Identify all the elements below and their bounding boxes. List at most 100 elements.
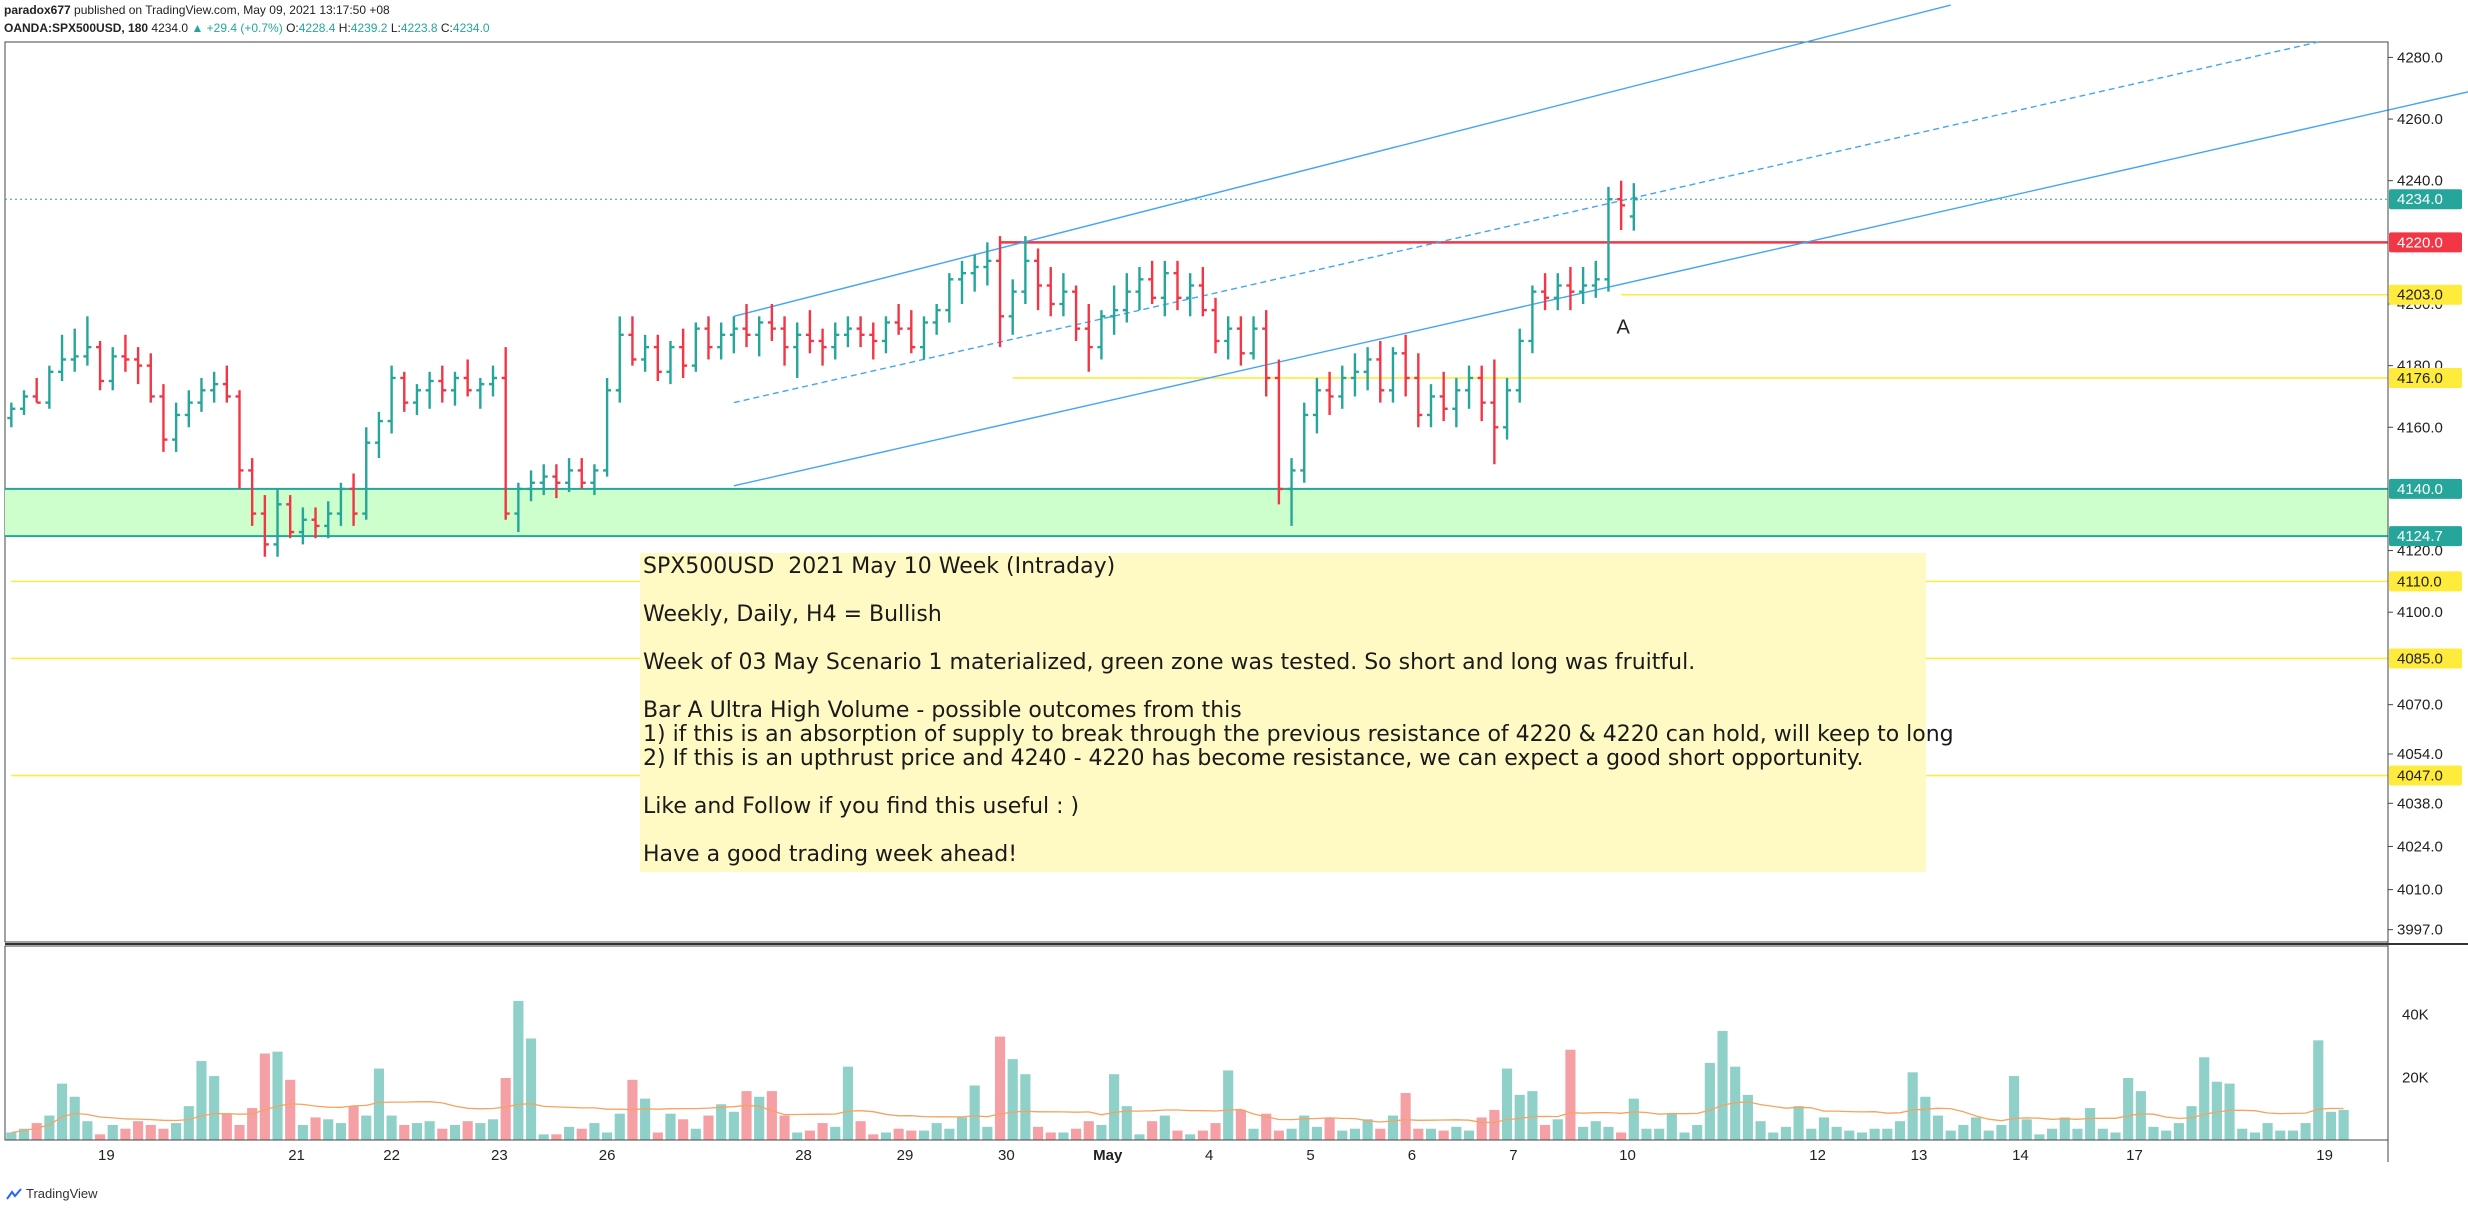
- note-line: Like and Follow if you find this useful …: [643, 794, 1080, 819]
- note-line: Weekly, Daily, H4 = Bullish: [643, 602, 942, 627]
- support-zone: [5, 488, 2388, 537]
- y-tick-label: 3997.0: [2397, 922, 2443, 939]
- volume-bar: [1907, 1072, 1918, 1140]
- ohlc-bar: [96, 340, 105, 391]
- volume-bar: [665, 1113, 676, 1140]
- volume-bar: [1844, 1130, 1855, 1140]
- volume-bar: [1945, 1130, 1956, 1140]
- volume-bar: [31, 1123, 42, 1140]
- volume-bar: [1387, 1115, 1399, 1140]
- ohlc-bar: [349, 473, 358, 526]
- y-tick-label: 4010.0: [2397, 882, 2443, 899]
- ohlc-bar: [1059, 273, 1068, 317]
- volume-pane: [4, 945, 2389, 1141]
- ohlc-bar: [1591, 260, 1600, 298]
- volume-bar: [2300, 1123, 2311, 1140]
- ohlc-bar: [7, 402, 16, 428]
- price-axis: 4280.04260.04240.04200.04180.04160.04120…: [2388, 49, 2462, 1086]
- ohlc-bar: [83, 316, 92, 366]
- volume-bar: [1235, 1109, 1246, 1140]
- volume-bar: [1768, 1132, 1779, 1140]
- x-tick-label: 26: [599, 1147, 616, 1164]
- volume-bar: [411, 1123, 423, 1140]
- ohlc-bar: [1224, 316, 1233, 360]
- volume-bar: [652, 1132, 663, 1140]
- x-tick-label: 30: [998, 1147, 1015, 1164]
- ohlc-bar: [222, 365, 231, 403]
- volume-bar: [1273, 1130, 1284, 1140]
- ohlc-bar: [159, 384, 168, 452]
- x-tick-label: 29: [897, 1147, 914, 1164]
- ohlc-bar: [1097, 310, 1106, 360]
- volume-bar: [1578, 1126, 1589, 1140]
- ohlc-bar: [818, 328, 827, 366]
- volume-bar: [1489, 1109, 1500, 1140]
- price-label-text: 4047.0: [2397, 768, 2443, 785]
- ohlc-bar: [489, 365, 498, 397]
- volume-bar: [500, 1077, 511, 1140]
- price-change: ▲ +29.4 (+0.7%): [191, 21, 283, 35]
- volume-bar: [69, 1096, 80, 1140]
- y-tick-label: 4070.0: [2397, 697, 2443, 714]
- tradingview-logo-icon: [6, 1187, 22, 1200]
- x-tick-label: 6: [1408, 1147, 1416, 1164]
- x-tick-label: May: [1093, 1147, 1123, 1164]
- close-label: C:: [440, 21, 453, 35]
- volume-bar: [1920, 1096, 1931, 1140]
- volume-bar: [766, 1091, 777, 1140]
- volume-bar: [120, 1128, 131, 1140]
- volume-bar: [1438, 1130, 1449, 1140]
- price-label-box: [2389, 571, 2462, 592]
- ohlc-bar: [45, 365, 54, 409]
- high-value: 4239.2: [350, 21, 388, 35]
- ohlc-bar: [210, 371, 219, 403]
- ohlc-bar: [843, 316, 852, 348]
- ohlc-bar: [527, 470, 536, 502]
- volume-bar: [1185, 1134, 1196, 1140]
- volume-bar: [2148, 1126, 2159, 1140]
- volume-bar: [1375, 1128, 1386, 1140]
- ohlc-bar: [983, 242, 992, 286]
- volume-bar: [792, 1132, 803, 1140]
- ohlc-bar: [1249, 316, 1258, 360]
- ohlc-bar: [134, 347, 143, 385]
- volume-bar: [1096, 1124, 1107, 1140]
- volume-bar: [1565, 1049, 1576, 1140]
- ohlc-bar: [641, 334, 650, 372]
- volume-bar: [234, 1124, 245, 1140]
- volume-bar: [272, 1051, 283, 1140]
- bar-a-label: A: [1616, 316, 1630, 338]
- volume-bar: [690, 1128, 701, 1140]
- volume-bar: [1514, 1094, 1525, 1140]
- x-tick-label: 12: [1809, 1147, 1826, 1164]
- price-label-text: 4140.0: [2397, 481, 2443, 498]
- ohlc-bar: [767, 303, 776, 341]
- volume-bar: [437, 1128, 448, 1140]
- symbol-name[interactable]: OANDA:SPX500USD, 180: [4, 21, 149, 35]
- volume-bar: [918, 1130, 930, 1140]
- ohlc-bar: [1287, 458, 1296, 526]
- volume-bar: [82, 1121, 93, 1140]
- volume-bar: [754, 1096, 765, 1140]
- volume-bar: [297, 1124, 308, 1140]
- brand[interactable]: TradingView: [6, 1186, 98, 1201]
- volume-bar: [348, 1106, 359, 1140]
- x-tick-label: 14: [2012, 1147, 2029, 1164]
- volume-bar: [1451, 1126, 1462, 1140]
- volume-bar: [1299, 1115, 1310, 1140]
- volume-bar: [1666, 1113, 1677, 1140]
- publisher-name[interactable]: paradox677: [4, 3, 71, 17]
- ohlc-bar: [1034, 248, 1043, 311]
- volume-bar: [1311, 1126, 1322, 1140]
- volume-bar: [6, 1132, 17, 1140]
- volume-bar: [2224, 1083, 2235, 1140]
- volume-bar: [1109, 1074, 1120, 1140]
- analysis-note[interactable]: SPX500USD 2021 May 10 Week (Intraday) We…: [640, 553, 1954, 872]
- volume-bar: [196, 1061, 207, 1140]
- volume-bar: [1337, 1130, 1348, 1140]
- volume-bar: [310, 1117, 321, 1140]
- volume-bar: [1679, 1132, 1690, 1140]
- price-label-box: [2389, 478, 2462, 499]
- volume-bar: [2085, 1108, 2096, 1140]
